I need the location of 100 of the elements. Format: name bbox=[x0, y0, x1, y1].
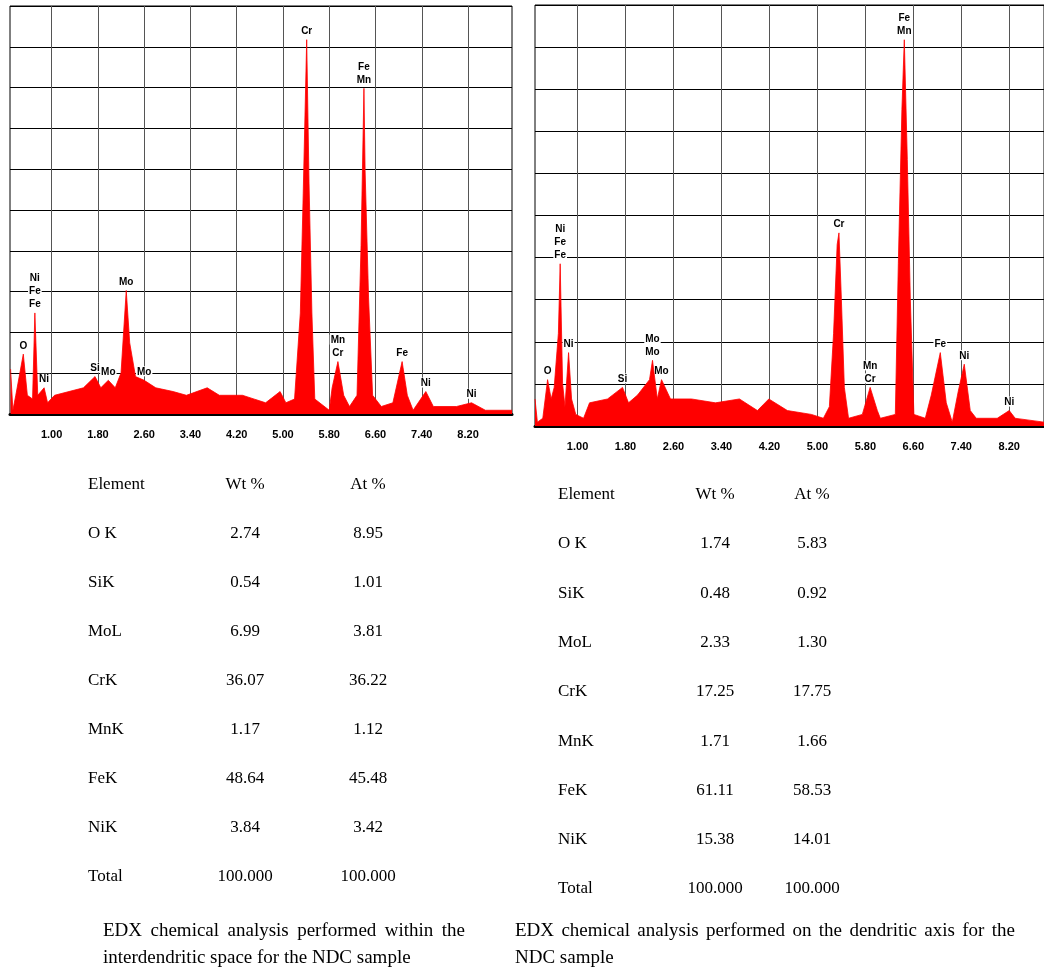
text: 0.48 bbox=[699, 582, 731, 603]
text: CrK bbox=[88, 670, 118, 690]
annotation: Fe bbox=[554, 236, 567, 248]
text: 1.66 bbox=[796, 730, 828, 751]
text: 17.75 bbox=[791, 681, 833, 702]
text: NiK bbox=[88, 817, 118, 837]
annotation: Ni bbox=[29, 272, 41, 284]
x-tick-label: 2.60 bbox=[133, 427, 155, 440]
text: EDX chemical analysis performed within the interdendritic space for the NDC sample bbox=[103, 918, 465, 969]
annotation: Ni bbox=[959, 349, 970, 361]
text: 1.74 bbox=[699, 533, 731, 554]
text: FeK bbox=[558, 779, 588, 800]
category-label: Wt % bbox=[694, 484, 736, 504]
text: 100.000 bbox=[783, 878, 841, 899]
text: MnK bbox=[558, 730, 594, 751]
text: 0.92 bbox=[796, 582, 828, 603]
text: 8.95 bbox=[352, 523, 384, 543]
x-tick-label: 3.40 bbox=[179, 427, 202, 440]
text: 36.07 bbox=[224, 670, 266, 690]
annotation: Cr bbox=[833, 218, 845, 230]
annotation: Mo bbox=[101, 365, 116, 377]
category-label: Element bbox=[88, 474, 145, 494]
annotation: Si bbox=[617, 372, 628, 384]
text: 3.42 bbox=[352, 817, 384, 837]
annotation: Ni bbox=[555, 223, 566, 235]
annotation: Ni bbox=[563, 338, 574, 350]
text: 0.54 bbox=[229, 572, 261, 592]
annotation: Mo bbox=[645, 345, 660, 357]
category-label: Wt % bbox=[224, 474, 266, 494]
annotation: Cr bbox=[301, 25, 313, 37]
annotation: Fe bbox=[29, 298, 42, 310]
annotation: Fe bbox=[29, 285, 42, 297]
x-tick-label: 6.60 bbox=[902, 439, 925, 452]
text: SiK bbox=[88, 572, 115, 592]
x-tick-label: 1.00 bbox=[40, 427, 63, 440]
x-tick-label: 5.00 bbox=[806, 439, 829, 452]
x-tick-label: 8.20 bbox=[998, 439, 1020, 452]
text: MoL bbox=[88, 621, 122, 641]
annotation: O bbox=[543, 365, 552, 377]
annotation: Fe bbox=[358, 60, 371, 72]
annotation: Fe bbox=[934, 338, 947, 350]
annotation: Mn bbox=[862, 359, 878, 371]
text: 1.17 bbox=[229, 719, 261, 739]
text: CrK bbox=[558, 681, 588, 702]
text: 17.25 bbox=[694, 681, 736, 702]
annotation: Mo bbox=[645, 332, 660, 344]
text: NiK bbox=[558, 829, 588, 850]
text: 2.74 bbox=[229, 523, 261, 543]
text: 1.12 bbox=[352, 719, 384, 739]
text: 45.48 bbox=[347, 768, 389, 788]
x-tick-label: 3.40 bbox=[710, 439, 733, 452]
category-label: Element bbox=[558, 484, 615, 504]
annotation: Fe bbox=[554, 249, 567, 261]
text: MoL bbox=[558, 631, 592, 652]
x-tick-label: 7.40 bbox=[411, 427, 433, 440]
text: 58.53 bbox=[791, 779, 833, 800]
text: 48.64 bbox=[224, 768, 266, 788]
text: Total bbox=[558, 878, 593, 899]
x-tick-label: 4.20 bbox=[226, 427, 248, 440]
text: 3.84 bbox=[229, 817, 261, 837]
text: 61.11 bbox=[695, 779, 735, 800]
x-tick-label: 2.60 bbox=[662, 439, 685, 452]
text: SiK bbox=[558, 582, 585, 603]
x-tick-label: 5.00 bbox=[272, 427, 294, 440]
x-tick-label: 5.80 bbox=[318, 427, 340, 440]
annotation: Mo bbox=[654, 365, 669, 377]
x-tick-label: 4.20 bbox=[758, 439, 781, 452]
x-tick-label: 1.80 bbox=[87, 427, 109, 440]
annotation: Cr bbox=[864, 372, 876, 384]
x-tick-label: 1.00 bbox=[566, 439, 589, 452]
text: 100.000 bbox=[216, 866, 274, 886]
annotation: Fe bbox=[898, 12, 911, 24]
category-label: At % bbox=[349, 474, 387, 494]
annotation: Cr bbox=[332, 347, 344, 359]
text: FeK bbox=[88, 768, 118, 788]
text: EDX chemical analysis performed on the dendritic axis for the NDC sample bbox=[515, 918, 1015, 969]
annotation: Ni bbox=[420, 377, 432, 389]
annotation: Mo bbox=[136, 365, 152, 377]
annotation: Mn bbox=[330, 334, 346, 346]
text: 15.38 bbox=[694, 829, 736, 850]
annotation: Mo bbox=[119, 275, 134, 287]
x-tick-label: 5.80 bbox=[854, 439, 877, 452]
text: O K bbox=[558, 533, 587, 554]
text: O K bbox=[88, 523, 117, 543]
annotation: Ni bbox=[1004, 396, 1015, 408]
text: 3.81 bbox=[352, 621, 384, 641]
x-tick-label: 1.80 bbox=[614, 439, 637, 452]
text: 100.000 bbox=[686, 878, 744, 899]
annotation: Fe bbox=[396, 347, 409, 359]
annotation: Ni bbox=[466, 388, 477, 400]
category-label: At % bbox=[793, 484, 831, 504]
x-tick-label: 6.60 bbox=[364, 427, 387, 440]
annotation: Ni bbox=[39, 373, 50, 385]
text: 14.01 bbox=[791, 829, 833, 850]
text: 5.83 bbox=[796, 533, 828, 554]
annotation: Mn bbox=[897, 25, 912, 37]
text: 36.22 bbox=[347, 670, 389, 690]
text: 100.000 bbox=[339, 866, 397, 886]
annotation: O bbox=[19, 339, 28, 351]
annotation: Si bbox=[90, 362, 100, 374]
